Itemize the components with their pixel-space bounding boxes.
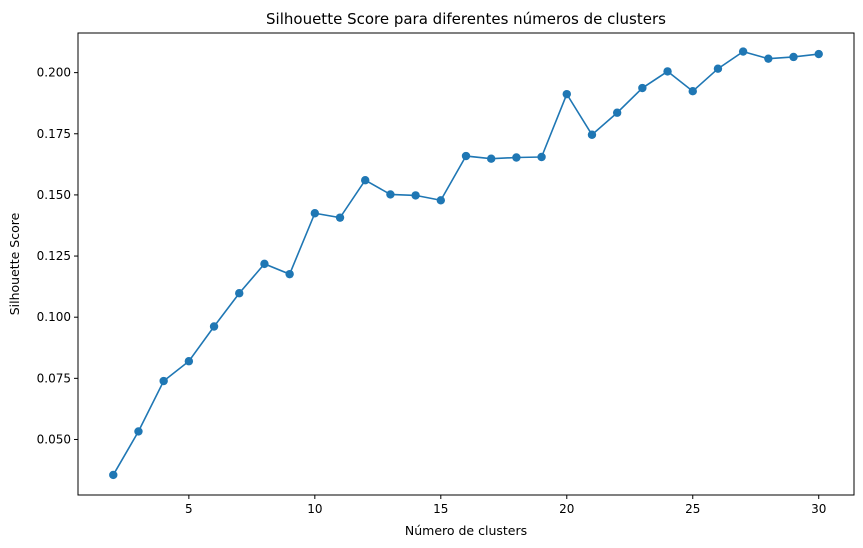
y-tick-label: 0.100 — [37, 310, 71, 324]
data-point — [663, 67, 672, 76]
data-point — [512, 153, 521, 162]
x-tick-label: 30 — [811, 502, 826, 516]
data-point — [562, 89, 571, 99]
data-point — [159, 376, 168, 386]
x-tick-label: 25 — [685, 502, 700, 516]
data-point — [587, 130, 597, 139]
silhouette-score-line — [112, 50, 819, 476]
silhouette-score-markers — [109, 47, 823, 480]
data-point — [386, 190, 395, 199]
data-point — [789, 52, 798, 62]
data-point — [461, 151, 471, 161]
x-tick-label: 5 — [185, 502, 193, 516]
y-tick-label: 0.075 — [37, 371, 71, 385]
data-point — [764, 54, 773, 63]
data-point — [184, 357, 194, 366]
y-tick-label: 0.175 — [37, 127, 71, 141]
data-point — [285, 269, 294, 279]
data-point — [638, 83, 647, 93]
data-point — [411, 191, 420, 200]
y-axis-ticks: 0.050 0.075 0.100 0.125 0.150 0.175 0.200 — [37, 66, 78, 446]
data-point — [134, 427, 143, 436]
data-point — [738, 47, 748, 56]
data-point — [335, 213, 345, 222]
data-point — [109, 470, 118, 480]
x-tick-label: 10 — [307, 502, 322, 516]
y-tick-label: 0.150 — [37, 188, 71, 202]
data-point — [612, 108, 622, 117]
chart-title: Silhouette Score para diferentes números… — [266, 10, 666, 28]
x-axis-label: Número de clusters — [405, 523, 527, 538]
data-point — [209, 322, 219, 331]
y-tick-label: 0.200 — [37, 66, 71, 80]
data-point — [688, 87, 697, 96]
data-point — [361, 176, 370, 185]
y-tick-label: 0.125 — [37, 249, 71, 263]
data-point — [537, 152, 546, 162]
x-tick-label: 20 — [559, 502, 574, 516]
x-axis-ticks: 5 10 15 20 25 30 — [185, 495, 826, 516]
x-tick-label: 15 — [433, 502, 448, 516]
plot-area-frame — [77, 32, 855, 496]
data-point — [814, 49, 823, 59]
y-axis-label: Silhouette Score — [7, 212, 22, 315]
data-point — [713, 64, 723, 73]
data-point — [486, 154, 496, 163]
data-point — [235, 289, 244, 298]
data-point — [310, 209, 320, 218]
data-point — [260, 259, 269, 269]
data-point — [436, 196, 446, 205]
y-tick-label: 0.050 — [37, 432, 71, 446]
